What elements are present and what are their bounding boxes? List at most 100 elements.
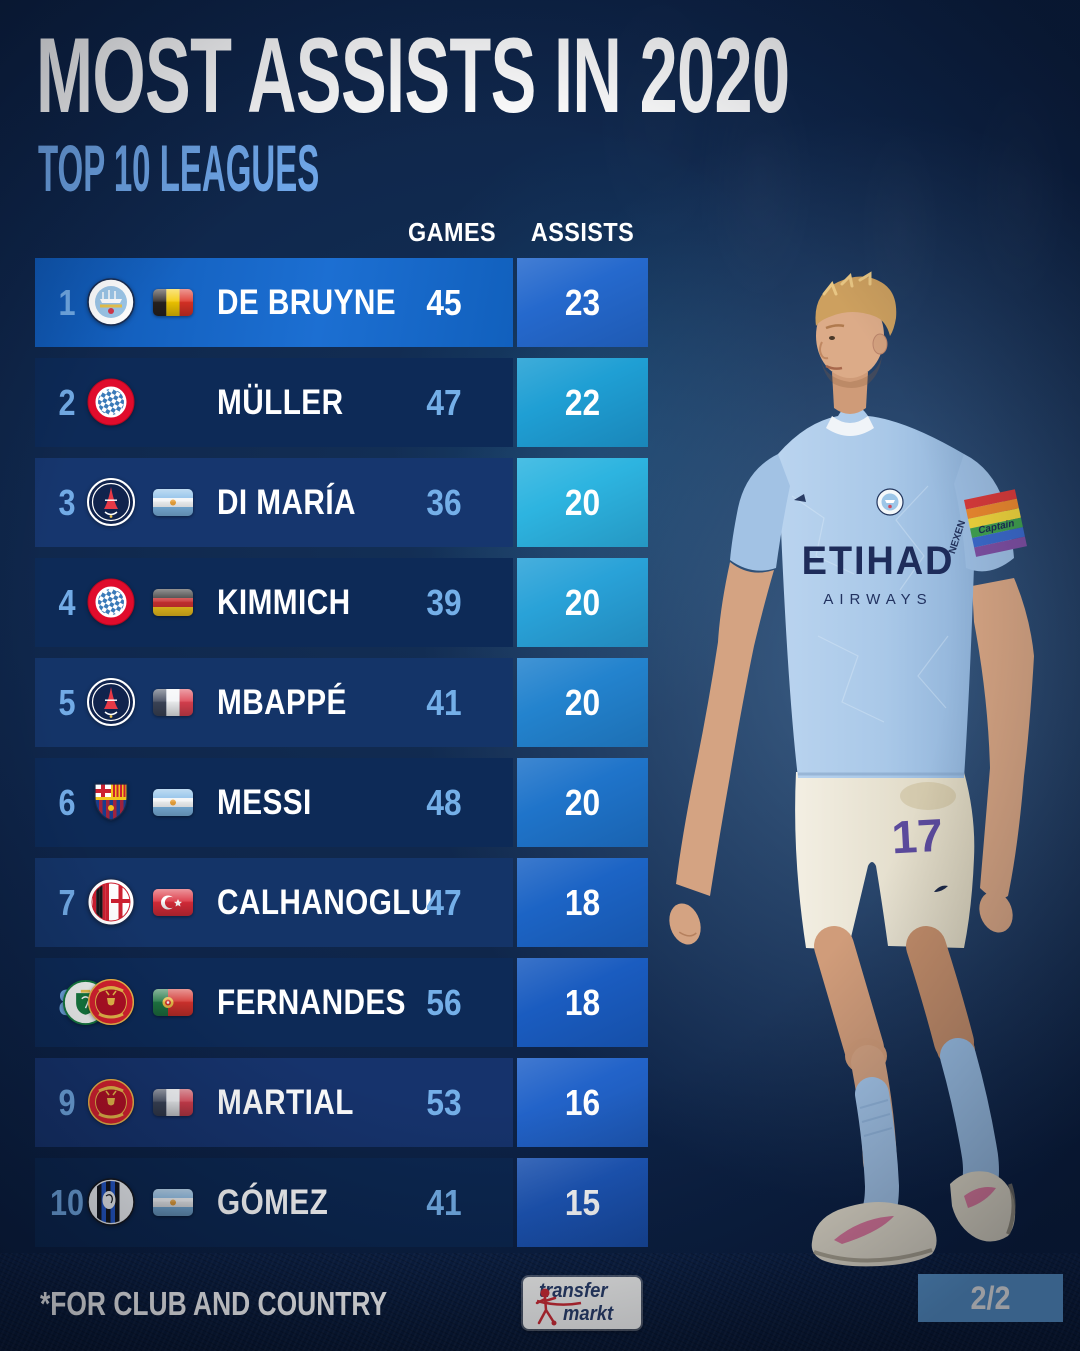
assists-value: 15 xyxy=(564,1182,601,1223)
player-name: MÜLLER xyxy=(217,383,344,422)
man-united-badge-icon xyxy=(87,978,135,1026)
assists-value: 23 xyxy=(564,282,601,323)
assists-cell: 16 xyxy=(517,1058,648,1147)
nationality-flag-icon xyxy=(153,989,193,1016)
games-value: 53 xyxy=(426,1082,462,1123)
club-badges xyxy=(87,378,135,426)
assists-value: 20 xyxy=(564,482,601,523)
logo-text-top: transfer xyxy=(539,1280,608,1302)
assists-value: 20 xyxy=(564,782,601,823)
player-name: DI MARÍA xyxy=(217,483,356,522)
bayern-badge-icon xyxy=(87,578,135,626)
psg-badge-icon xyxy=(87,678,135,726)
row-main-bar: 9 MARTIAL 53 xyxy=(35,1058,513,1147)
player-name: DE BRUYNE xyxy=(217,283,397,322)
assists-cell: 20 xyxy=(517,758,648,847)
row-main-bar: 7 CALHANOGLU 47 xyxy=(35,858,513,947)
player-name: CALHANOGLU xyxy=(217,883,433,922)
nationality-flag-icon xyxy=(153,289,193,316)
table-row: 6 MESSI 48 20 xyxy=(0,758,1080,847)
assists-cell: 22 xyxy=(517,358,648,447)
portugal-flag-icon xyxy=(153,989,193,1016)
assists-column-header: ASSISTS xyxy=(530,217,635,247)
argentina-flag-icon xyxy=(153,789,193,816)
games-value: 47 xyxy=(426,882,462,923)
rank-label: 2 xyxy=(58,382,76,423)
belgium-flag-icon xyxy=(153,289,193,316)
club-badges xyxy=(87,678,135,726)
club-badges xyxy=(87,978,135,1026)
games-column-header: GAMES xyxy=(408,217,497,247)
club-badges xyxy=(87,878,135,926)
nationality-flag-icon xyxy=(153,689,193,716)
table-row: 8 FERNANDES 56 18 xyxy=(0,958,1080,1047)
ac-milan-badge-icon xyxy=(87,878,135,926)
nationality-flag-icon xyxy=(153,589,193,616)
club-badges xyxy=(87,578,135,626)
rank-label: 3 xyxy=(58,482,76,523)
table-row: 5 MBAPPÉ 41 20 xyxy=(0,658,1080,747)
player-name: GÓMEZ xyxy=(217,1183,329,1222)
games-value: 41 xyxy=(426,682,462,723)
rank-label: 10 xyxy=(49,1182,85,1223)
games-value: 47 xyxy=(426,382,462,423)
nationality-flag-icon xyxy=(153,789,193,816)
table-row: 4 KIMMICH 39 20 xyxy=(0,558,1080,647)
assists-cell: 18 xyxy=(517,858,648,947)
argentina-flag-icon xyxy=(153,489,193,516)
table-row: 2 MÜLLER 47 22 xyxy=(0,358,1080,447)
transfermarkt-figure-icon xyxy=(535,1288,582,1326)
row-main-bar: 8 FERNANDES 56 xyxy=(35,958,513,1047)
table-row: 3 DI MARÍA 36 20 xyxy=(0,458,1080,547)
club-badges xyxy=(87,1178,135,1226)
barcelona-badge-icon xyxy=(87,778,135,826)
rank-label: 6 xyxy=(58,782,76,823)
rank-label: 4 xyxy=(58,582,76,623)
pagination-value: 2/2 xyxy=(970,1280,1011,1316)
assists-cell: 20 xyxy=(517,558,648,647)
assists-value: 20 xyxy=(564,682,601,723)
assists-cell: 18 xyxy=(517,958,648,1047)
games-value: 36 xyxy=(426,482,462,523)
player-name: MBAPPÉ xyxy=(217,683,347,722)
assists-value: 20 xyxy=(564,582,601,623)
assists-cell: 20 xyxy=(517,458,648,547)
table-rows: 1 DE BRUYNE 45 23 2 MÜLLER 47 22 xyxy=(0,258,1080,1258)
club-badges xyxy=(87,278,135,326)
rank-label: 1 xyxy=(58,282,76,323)
player-name: MESSI xyxy=(217,783,312,822)
club-badges xyxy=(87,478,135,526)
france-flag-icon xyxy=(153,1089,193,1116)
assists-cell: 15 xyxy=(517,1158,648,1247)
man-city-badge-icon xyxy=(87,278,135,326)
rank-label: 7 xyxy=(58,882,76,923)
games-value: 41 xyxy=(426,1182,462,1223)
row-main-bar: 5 MBAPPÉ 41 xyxy=(35,658,513,747)
bayern-badge-icon xyxy=(87,378,135,426)
row-main-bar: 3 DI MARÍA 36 xyxy=(35,458,513,547)
assists-value: 18 xyxy=(564,882,601,923)
row-main-bar: 10 GÓMEZ 41 xyxy=(35,1158,513,1247)
atalanta-badge-icon xyxy=(87,1178,135,1226)
nationality-flag-icon xyxy=(153,1089,193,1116)
assists-value: 22 xyxy=(564,382,601,423)
assists-cell: 20 xyxy=(517,658,648,747)
table-row: 10 GÓMEZ 41 15 xyxy=(0,1158,1080,1247)
assists-value: 16 xyxy=(564,1082,601,1123)
germany-flag-icon xyxy=(153,589,193,616)
nationality-flag-icon xyxy=(153,489,193,516)
club-badges xyxy=(87,778,135,826)
footnote: *FOR CLUB AND COUNTRY xyxy=(40,1285,388,1322)
transfermarkt-logo: transfer markt xyxy=(523,1277,641,1329)
games-value: 45 xyxy=(426,282,462,323)
row-main-bar: 6 MESSI 48 xyxy=(35,758,513,847)
club-badges xyxy=(87,1078,135,1126)
psg-badge-icon xyxy=(87,478,135,526)
table-row: 1 DE BRUYNE 45 23 xyxy=(0,258,1080,347)
player-name: FERNANDES xyxy=(217,983,406,1022)
rank-label: 9 xyxy=(58,1082,76,1123)
man-united-badge-icon xyxy=(87,1078,135,1126)
games-value: 48 xyxy=(426,782,462,823)
games-value: 39 xyxy=(426,582,462,623)
